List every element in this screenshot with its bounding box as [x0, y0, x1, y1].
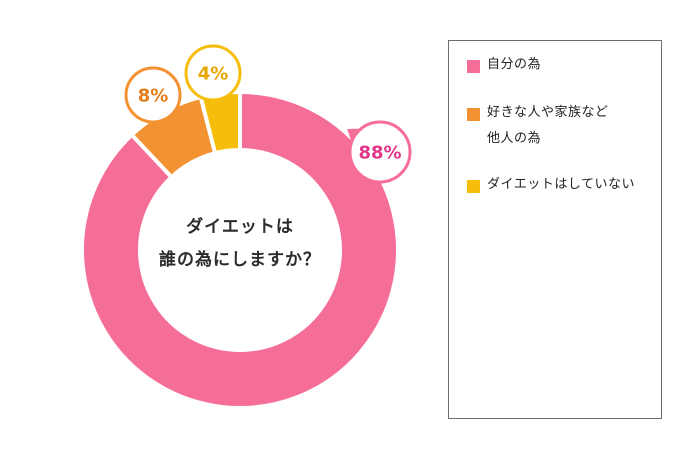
callout-others: 8% [124, 66, 182, 130]
legend-swatch-no-diet [467, 180, 480, 193]
legend-label-others: 好きな人や家族など 他人の為 [487, 105, 609, 146]
legend: 自分の為 好きな人や家族など 他人の為 ダイエットはしていない [448, 40, 662, 419]
callout-others-value: 8% [138, 86, 169, 107]
callout-self-value: 88% [358, 143, 401, 164]
legend-swatch-self [467, 60, 480, 73]
slice-self [80, 89, 400, 410]
legend-swatch-others [467, 108, 480, 121]
callout-no-diet-value: 4% [198, 64, 229, 85]
center-title-line-1: ダイエットは [186, 216, 294, 237]
callout-self-bubble [348, 120, 412, 184]
callouts-group: 88% 8% 4% [124, 44, 412, 184]
center-title-line-2: 誰の為にしますか？ [159, 249, 321, 270]
slices-group [80, 89, 400, 410]
callout-self: 88% [347, 120, 412, 184]
callout-no-diet: 4% [184, 44, 242, 110]
legend-label-no-diet: ダイエットはしていない [487, 177, 635, 192]
legend-label-self: 自分の為 [487, 57, 542, 72]
callout-no-diet-bubble [184, 44, 242, 102]
callout-others-bubble [124, 66, 182, 124]
